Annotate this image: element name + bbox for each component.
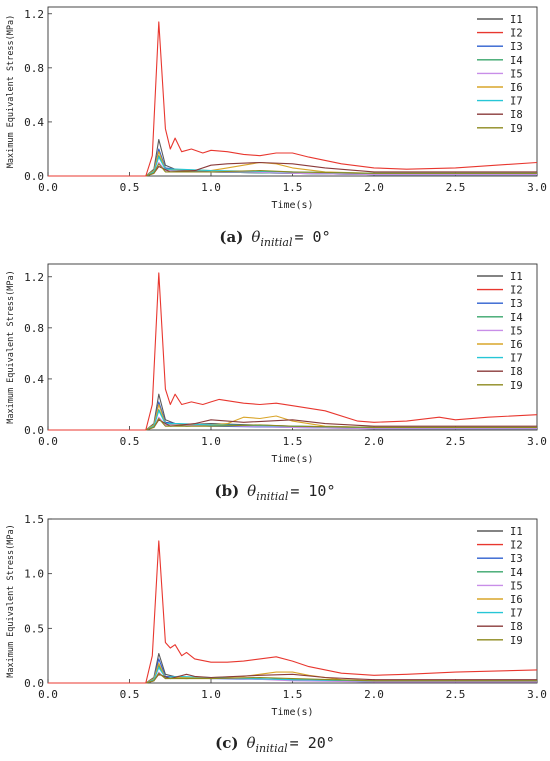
caption-symbol: θ: [247, 482, 256, 500]
x-tick-label: 0.5: [120, 435, 140, 448]
legend-label-I4: I4: [510, 567, 523, 579]
legend-label-I1: I1: [510, 526, 523, 538]
y-tick-label: 0.0: [24, 424, 44, 437]
x-tick-label: 2.5: [446, 435, 466, 448]
legend-label-I8: I8: [510, 366, 523, 378]
legend-label-I7: I7: [510, 353, 523, 365]
x-tick-label: 3.0: [527, 435, 547, 448]
y-tick-label: 1.2: [24, 271, 44, 284]
panel-caption: (a) θinitial = 0°: [219, 228, 330, 249]
legend-label-I7: I7: [510, 96, 523, 108]
legend-label-I5: I5: [510, 68, 523, 80]
y-tick-label: 0.4: [24, 116, 44, 129]
series-line-I9: [48, 163, 537, 177]
legend-label-I2: I2: [510, 285, 523, 297]
legend-label-I2: I2: [510, 540, 523, 552]
legend-label-I9: I9: [510, 380, 523, 392]
series-line-I6: [48, 403, 537, 431]
legend-label-I9: I9: [510, 635, 523, 647]
x-tick-label: 3.0: [527, 181, 547, 194]
legend-label-I1: I1: [510, 14, 523, 26]
y-axis-title: Maximum Equivalent Stress(MPa): [6, 15, 16, 169]
x-tick-label: 0.5: [120, 181, 140, 194]
series-line-I2: [48, 21, 538, 177]
y-tick-label: 0.5: [24, 622, 44, 635]
y-tick-label: 1.0: [24, 568, 44, 581]
legend-label-I8: I8: [510, 109, 523, 121]
plot-frame: [47, 518, 538, 684]
y-tick-label: 0.0: [24, 170, 44, 183]
legend-label-I6: I6: [510, 594, 523, 606]
legend-label-I5: I5: [510, 580, 523, 592]
panel-caption: (c) θinitial = 20°: [215, 734, 335, 755]
x-tick-label: 1.5: [283, 435, 303, 448]
x-tick-label: 0.0: [38, 688, 58, 701]
y-tick-label: 0.0: [24, 677, 44, 690]
caption-subscript: initial: [256, 742, 289, 755]
caption-rest: = 20°: [290, 734, 335, 752]
legend-label-I9: I9: [510, 123, 523, 135]
caption-subscript: initial: [256, 490, 289, 503]
caption-rest: = 0°: [294, 228, 330, 246]
legend-label-I8: I8: [510, 621, 523, 633]
legend-label-I4: I4: [510, 312, 523, 324]
series-line-I9: [48, 417, 537, 431]
chart-panel-2: 0.0 0.5 1.0 1.5 2.0 2.5 3.0 0.0 0.4 0.8 1.2 Time(s)…: [6, 263, 547, 503]
plot-frame: [47, 6, 538, 177]
x-tick-label: 2.5: [446, 181, 466, 194]
legend-label-I3: I3: [510, 553, 523, 565]
x-tick-label: 1.5: [283, 688, 303, 701]
chart-panel-3: 0.0 0.5 1.0 1.5 2.0 2.5 3.0 0.0 0.5 1.0 1.5 Time(s)…: [6, 513, 547, 755]
legend-label-I6: I6: [510, 339, 523, 351]
y-axis-title: Maximum Equivalent Stress(MPa): [6, 270, 16, 424]
plot-frame: [47, 263, 538, 431]
x-tick-label: 2.0: [364, 688, 384, 701]
y-tick-label: 1.2: [24, 8, 44, 21]
legend-label-I2: I2: [510, 28, 523, 40]
y-tick-label: 0.8: [24, 62, 44, 75]
panel-caption: (b) θinitial = 10°: [214, 482, 335, 503]
legend-label-I7: I7: [510, 608, 523, 620]
y-tick-label: 0.8: [24, 322, 44, 335]
legend-label-I1: I1: [510, 271, 523, 283]
series-line-I1: [48, 138, 537, 177]
caption-label: (a): [219, 228, 243, 246]
legend-label-I3: I3: [510, 298, 523, 310]
legend-label-I3: I3: [510, 41, 523, 53]
x-tick-label: 0.0: [38, 435, 58, 448]
x-tick-label: 2.0: [364, 435, 384, 448]
x-axis-title: Time(s): [271, 200, 313, 211]
caption-subscript: initial: [260, 236, 293, 249]
y-tick-label: 1.5: [24, 513, 44, 526]
series-line-I9: [48, 672, 537, 684]
caption-label: (c): [215, 734, 238, 752]
y-tick-label: 0.4: [24, 373, 44, 386]
series-line-I2: [48, 540, 538, 684]
chart-panel-1: 0.0 0.5 1.0 1.5 2.0 2.5 3.0 0.0 0.4 0.8 1.2 Time(s)…: [6, 6, 547, 249]
y-axis-title: Maximum Equivalent Stress(MPa): [6, 524, 16, 678]
x-tick-label: 1.0: [201, 688, 221, 701]
caption-label: (b): [214, 482, 239, 500]
legend-label-I6: I6: [510, 82, 523, 94]
x-tick-label: 3.0: [527, 688, 547, 701]
x-axis-title: Time(s): [271, 707, 313, 718]
legend-label-I4: I4: [510, 55, 523, 67]
x-tick-label: 2.0: [364, 181, 384, 194]
legend-label-I5: I5: [510, 325, 523, 337]
x-tick-label: 0.0: [38, 181, 58, 194]
caption-rest: = 10°: [290, 482, 335, 500]
caption-symbol: θ: [251, 228, 260, 246]
x-tick-label: 1.5: [283, 181, 303, 194]
x-tick-label: 1.0: [201, 181, 221, 194]
x-axis-title: Time(s): [271, 454, 313, 465]
x-tick-label: 1.0: [201, 435, 221, 448]
x-tick-label: 0.5: [120, 688, 140, 701]
caption-symbol: θ: [247, 734, 256, 752]
series-line-I1: [48, 393, 537, 431]
series-line-I2: [48, 272, 538, 431]
x-tick-label: 2.5: [446, 688, 466, 701]
series-line-I6: [48, 151, 537, 177]
